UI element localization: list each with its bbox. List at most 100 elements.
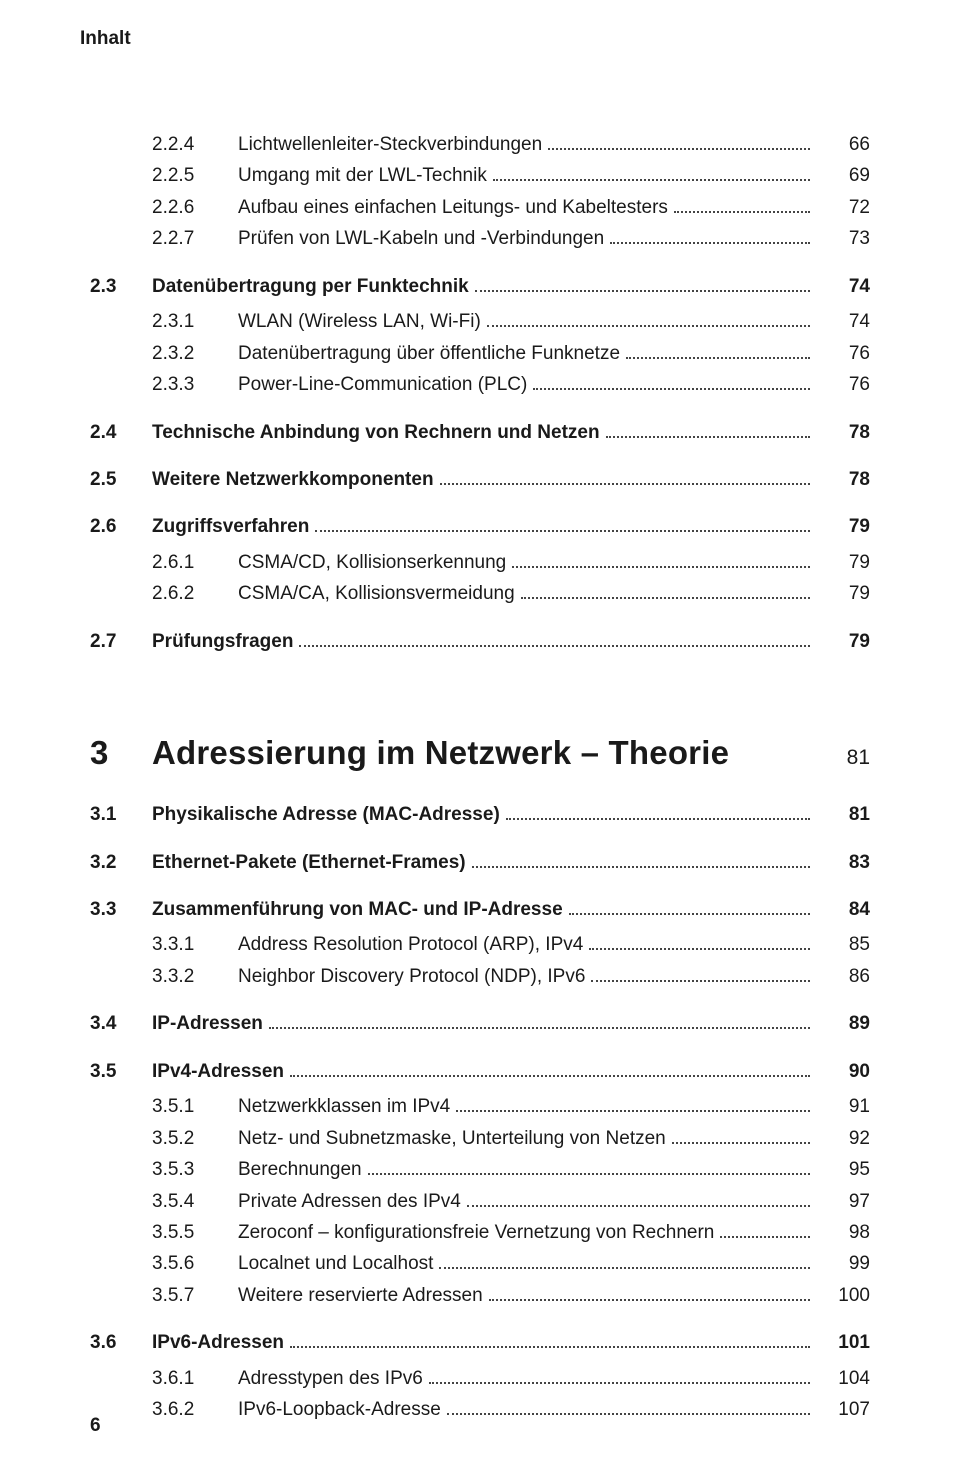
toc-entry-title-wrap: Neighbor Discovery Protocol (NDP), IPv6	[238, 962, 814, 991]
toc-entry-number: 3.3	[90, 895, 152, 924]
toc-entry-page: 90	[814, 1057, 870, 1086]
toc-entry-title: Netz- und Subnetzmaske, Unterteilung von…	[238, 1124, 668, 1153]
toc-entry-title-wrap: Lichtwellenleiter-Steckverbindungen	[238, 130, 814, 159]
toc-section-row: 3.6IPv6-Adressen101	[90, 1328, 870, 1357]
toc-leader-dots	[487, 315, 810, 327]
toc-entry-number: 3.5.4	[90, 1187, 238, 1216]
toc-entry-number: 2.2.6	[90, 193, 238, 222]
toc-entry-page: 101	[814, 1328, 870, 1357]
toc-entry-title-wrap: Private Adressen des IPv4	[238, 1187, 814, 1216]
toc-subsection-row: 2.3.3Power-Line-Communication (PLC)76	[90, 370, 870, 399]
toc-entry-title-wrap: Address Resolution Protocol (ARP), IPv4	[238, 930, 814, 959]
toc-entry-title-wrap: Zeroconf – konfigurationsfreie Vernetzun…	[238, 1218, 814, 1247]
toc-entry-title: CSMA/CD, Kollisionserkennung	[238, 548, 508, 577]
toc-entry-title: Aufbau eines einfachen Leitungs- und Kab…	[238, 193, 670, 222]
toc-entry-number: 3.2	[90, 848, 152, 877]
toc-section-row: 2.6Zugriffsverfahren 79	[90, 512, 870, 541]
toc-entry-page: 97	[814, 1187, 870, 1216]
toc-entry-title-wrap: Weitere reservierte Adressen	[238, 1281, 814, 1310]
toc-leader-dots	[439, 1257, 810, 1269]
toc-leader-dots	[269, 1017, 810, 1029]
toc-entry-title: IPv4-Adressen	[152, 1057, 286, 1086]
toc-subsection-row: 2.3.1WLAN (Wireless LAN, Wi-Fi) 74	[90, 307, 870, 336]
toc-entry-title-wrap: Datenübertragung per Funktechnik	[152, 272, 814, 301]
toc-entry-page: 66	[814, 130, 870, 159]
toc-leader-dots	[569, 903, 810, 915]
toc-entry-title: Physikalische Adresse (MAC-Adresse)	[152, 800, 502, 829]
toc-entry-page: 85	[814, 930, 870, 959]
toc-entry-title: Umgang mit der LWL-Technik	[238, 161, 489, 190]
running-head: Inhalt	[80, 28, 870, 50]
toc-leader-dots	[429, 1371, 810, 1383]
toc-entry-title: Datenübertragung über öffentliche Funkne…	[238, 339, 622, 368]
toc-leader-dots	[472, 855, 810, 867]
toc-entry-page: 76	[814, 339, 870, 368]
toc-entry-title-wrap: IPv4-Adressen	[152, 1057, 814, 1086]
toc-entry-page: 104	[814, 1364, 870, 1393]
toc-subsection-row: 3.3.2Neighbor Discovery Protocol (NDP), …	[90, 962, 870, 991]
toc-entry-title: Technische Anbindung von Rechnern und Ne…	[152, 418, 602, 447]
toc-subsection-row: 2.3.2Datenübertragung über öffentliche F…	[90, 339, 870, 368]
chapter-page: 81	[814, 746, 870, 770]
toc-entry-page: 69	[814, 161, 870, 190]
chapter-heading: 3 Adressierung im Netzwerk – Theorie 81	[90, 734, 870, 772]
toc-entry-title-wrap: Weitere Netzwerkkomponenten	[152, 465, 814, 494]
toc-entry-title-wrap: Power-Line-Communication (PLC)	[238, 370, 814, 399]
toc-entry-title-wrap: Adresstypen des IPv6	[238, 1364, 814, 1393]
toc-block-2: 3.1Physikalische Adresse (MAC-Adresse)81…	[90, 800, 870, 1424]
toc-leader-dots	[512, 555, 810, 567]
toc-subsection-row: 3.5.7Weitere reservierte Adressen100	[90, 1281, 870, 1310]
toc-entry-title: Zugriffsverfahren	[152, 512, 311, 541]
toc-section-row: 2.3Datenübertragung per Funktechnik74	[90, 272, 870, 301]
toc-entry-title: WLAN (Wireless LAN, Wi-Fi)	[238, 307, 483, 336]
toc-entry-title-wrap: Localnet und Localhost	[238, 1249, 814, 1278]
toc-leader-dots	[447, 1403, 810, 1415]
toc-entry-number: 2.3.1	[90, 307, 238, 336]
toc-entry-number: 2.6	[90, 512, 152, 541]
toc-entry-title: Neighbor Discovery Protocol (NDP), IPv6	[238, 962, 587, 991]
toc-section-row: 3.3Zusammenführung von MAC- und IP-Adres…	[90, 895, 870, 924]
toc-entry-page: 81	[814, 800, 870, 829]
toc-entry-title: Prüfungsfragen	[152, 627, 295, 656]
toc-entry-page: 100	[814, 1281, 870, 1310]
toc-entry-page: 79	[814, 627, 870, 656]
toc-entry-number: 2.6.1	[90, 548, 238, 577]
toc-entry-page: 92	[814, 1124, 870, 1153]
toc-subsection-row: 2.6.2CSMA/CA, Kollisionsvermeidung79	[90, 579, 870, 608]
toc-entry-number: 2.7	[90, 627, 152, 656]
toc-entry-number: 3.5.1	[90, 1092, 238, 1121]
toc-leader-dots	[493, 169, 810, 181]
toc-entry-title: Weitere reservierte Adressen	[238, 1281, 485, 1310]
toc-entry-page: 78	[814, 418, 870, 447]
toc-entry-number: 3.5.6	[90, 1249, 238, 1278]
toc-entry-number: 3.5.5	[90, 1218, 238, 1247]
toc-entry-number: 2.2.5	[90, 161, 238, 190]
toc-leader-dots	[606, 425, 810, 437]
toc-entry-page: 74	[814, 307, 870, 336]
toc-entry-title-wrap: Zusammenführung von MAC- und IP-Adresse	[152, 895, 814, 924]
toc-subsection-row: 2.6.1CSMA/CD, Kollisionserkennung79	[90, 548, 870, 577]
toc-entry-title: Private Adressen des IPv4	[238, 1187, 463, 1216]
toc-entry-title-wrap: WLAN (Wireless LAN, Wi-Fi)	[238, 307, 814, 336]
toc-entry-title: Zeroconf – konfigurationsfreie Vernetzun…	[238, 1218, 716, 1247]
toc-entry-title-wrap: Netzwerkklassen im IPv4	[238, 1092, 814, 1121]
toc-entry-number: 3.3.2	[90, 962, 238, 991]
toc-entry-number: 2.4	[90, 418, 152, 447]
chapter-title: Adressierung im Netzwerk – Theorie	[152, 734, 814, 772]
toc-entry-title: IPv6-Loopback-Adresse	[238, 1395, 443, 1424]
toc-section-row: 3.5IPv4-Adressen90	[90, 1057, 870, 1086]
toc-section-row: 2.7Prüfungsfragen 79	[90, 627, 870, 656]
toc-entry-page: 78	[814, 465, 870, 494]
toc-entry-title: Ethernet-Pakete (Ethernet-Frames)	[152, 848, 468, 877]
toc-entry-page: 74	[814, 272, 870, 301]
toc-entry-page: 98	[814, 1218, 870, 1247]
toc-entry-number: 3.6.1	[90, 1364, 238, 1393]
toc-entry-title-wrap: Netz- und Subnetzmaske, Unterteilung von…	[238, 1124, 814, 1153]
toc-leader-dots	[672, 1131, 810, 1143]
toc-entry-number: 3.5.2	[90, 1124, 238, 1153]
toc-subsection-row: 3.5.1Netzwerkklassen im IPv491	[90, 1092, 870, 1121]
toc-section-row: 3.2Ethernet-Pakete (Ethernet-Frames)83	[90, 848, 870, 877]
toc-entry-number: 3.4	[90, 1009, 152, 1038]
toc-entry-page: 89	[814, 1009, 870, 1038]
toc-entry-page: 79	[814, 512, 870, 541]
